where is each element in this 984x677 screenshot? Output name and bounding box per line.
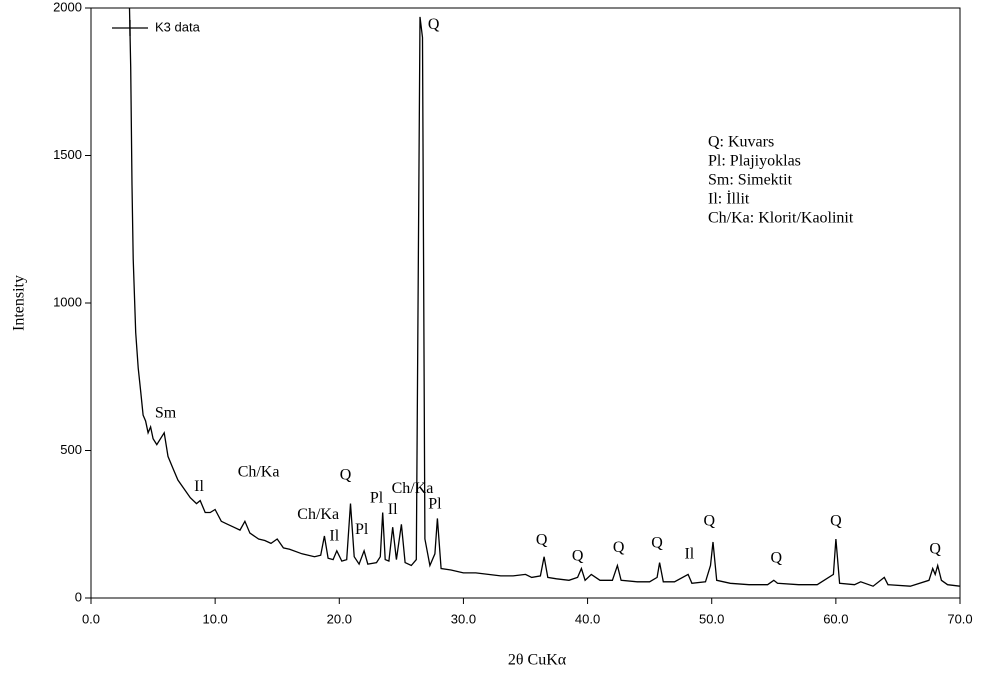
legend-label: K3 data xyxy=(155,19,201,34)
peak-label: Q xyxy=(613,539,625,556)
peak-label: Il xyxy=(329,528,339,545)
note: Ch/Ka: Klorit/Kaolinit xyxy=(708,210,854,227)
peak-label: Q xyxy=(929,541,941,558)
x-axis-label: 2θ CuKα xyxy=(508,652,567,669)
note: Pl: Plajiyoklas xyxy=(708,153,801,170)
x-tick-label: 10.0 xyxy=(202,611,227,626)
peak-label: Il xyxy=(684,546,694,563)
x-tick-label: 0.0 xyxy=(82,611,100,626)
x-tick-label: 60.0 xyxy=(823,611,848,626)
x-tick-label: 40.0 xyxy=(575,611,600,626)
x-tick-label: 70.0 xyxy=(947,611,972,626)
peak-label: Pl xyxy=(428,496,442,513)
y-axis-label: Intensity xyxy=(11,275,28,331)
peak-label: Pl xyxy=(370,490,384,507)
peak-label: Q xyxy=(703,513,715,530)
peak-label: Ch/Ka xyxy=(392,480,434,497)
peak-label: Il xyxy=(388,501,398,518)
x-tick-label: 30.0 xyxy=(451,611,476,626)
peak-label: Q xyxy=(572,548,584,565)
y-tick-label: 1500 xyxy=(53,147,82,162)
peak-label: Q xyxy=(830,513,842,530)
peak-label: Q xyxy=(340,467,352,484)
peak-label: Q xyxy=(651,535,663,552)
y-tick-label: 0 xyxy=(75,589,82,604)
note: Il: İllit xyxy=(708,190,750,208)
y-tick-label: 2000 xyxy=(53,0,82,14)
plot-frame xyxy=(90,7,961,599)
peak-label: Ch/Ka xyxy=(297,506,339,523)
y-tick-label: 1000 xyxy=(53,294,82,309)
y-tick-label: 500 xyxy=(60,442,82,457)
x-tick-label: 20.0 xyxy=(327,611,352,626)
peak-label: Q xyxy=(770,550,782,567)
peak-label: Ch/Ka xyxy=(238,464,280,481)
peak-label: Sm xyxy=(155,405,177,422)
peak-label: Pl xyxy=(355,521,369,538)
peak-label: Il xyxy=(194,478,204,495)
note: Q: Kuvars xyxy=(708,134,774,151)
x-tick-label: 50.0 xyxy=(699,611,724,626)
peak-label: Q xyxy=(428,16,440,33)
note: Sm: Simektit xyxy=(708,172,793,189)
peak-label: Q xyxy=(536,532,548,549)
data-line xyxy=(128,8,960,587)
